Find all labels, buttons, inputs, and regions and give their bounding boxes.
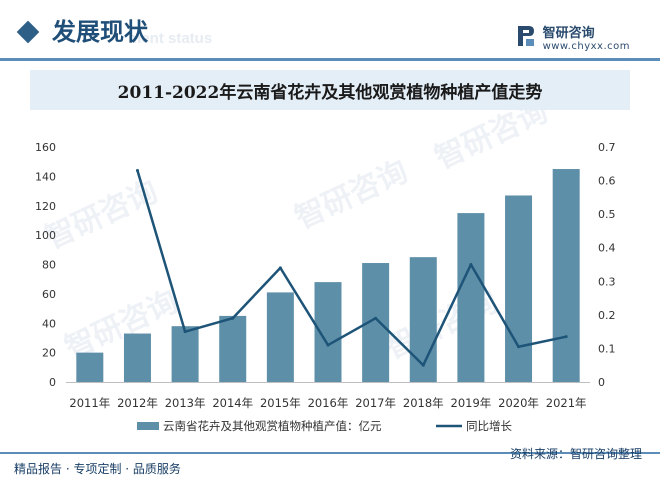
growth-point: [374, 316, 378, 320]
y-tick-left: 120: [35, 200, 56, 213]
bar: [219, 315, 247, 382]
y-tick-right: 0.4: [598, 242, 616, 255]
header: ment status 发展现状 智研咨询 www.chyxx.com: [0, 0, 660, 62]
footer-rule: [0, 452, 660, 454]
bar: [457, 213, 485, 382]
x-tick-label: 2015年: [260, 396, 301, 410]
y-tick-right: 0.6: [598, 175, 616, 188]
chart-title: 2011-2022年云南省花卉及其他观赏植物种植产值走势: [117, 82, 543, 103]
x-tick-label: 2011年: [69, 396, 110, 410]
x-tick-label: 2017年: [355, 396, 396, 410]
growth-point: [183, 330, 187, 334]
x-tick-label: 2012年: [117, 396, 158, 410]
x-tick-label: 2020年: [498, 396, 539, 410]
y-tick-right: 0.2: [598, 309, 616, 322]
x-tick-label: 2021年: [546, 396, 587, 410]
brand-logo-icon: [517, 26, 534, 46]
legend-bar-swatch: [137, 422, 159, 430]
source-note: 资料来源：智研咨询整理: [509, 447, 642, 461]
x-tick-label: 2019年: [451, 396, 492, 410]
growth-point: [326, 343, 330, 347]
y-tick-left: 40: [42, 317, 56, 330]
bar: [123, 333, 151, 382]
x-tick-label: 2013年: [165, 396, 206, 410]
y-tick-right: 0.3: [598, 275, 616, 288]
growth-line: [136, 170, 567, 367]
y-tick-left: 60: [42, 288, 56, 301]
x-tick-label: 2018年: [403, 396, 444, 410]
growth-point: [517, 345, 521, 349]
footer-tagline: 精品报告 · 专项定制 · 品质服务: [14, 462, 181, 476]
bar: [505, 195, 533, 382]
bar: [409, 257, 437, 382]
growth-point: [421, 363, 425, 367]
section-title: 发展现状: [52, 17, 148, 46]
x-tick-label: 2016年: [308, 396, 349, 410]
y-tick-left: 100: [35, 229, 56, 242]
bar: [171, 326, 199, 382]
bar: [552, 169, 580, 382]
growth-point: [564, 335, 568, 339]
y-tick-left: 0: [49, 376, 56, 389]
brand-block: 智研咨询 www.chyxx.com: [517, 22, 630, 52]
legend-bar-label: 云南省花卉及其他观赏植物种植产值：亿元: [163, 419, 382, 433]
growth-point: [278, 266, 282, 270]
y-tick-right: 0: [598, 376, 605, 389]
brand-name: 智研咨询: [542, 26, 595, 41]
brand-url: www.chyxx.com: [542, 41, 630, 52]
legend-line-label: 同比增长: [466, 419, 512, 433]
y-tick-right: 0.7: [598, 141, 616, 154]
chart-title-box: 2011-2022年云南省花卉及其他观赏植物种植产值走势: [30, 70, 630, 110]
y-tick-left: 20: [42, 347, 56, 360]
x-tick-label: 2014年: [212, 396, 253, 410]
growth-point: [231, 316, 235, 320]
y-tick-left: 140: [35, 170, 56, 183]
y-tick-left: 160: [35, 141, 56, 154]
bar: [76, 352, 104, 382]
growth-point: [135, 169, 139, 172]
y-tick-left: 80: [42, 259, 56, 272]
header-rule: [0, 58, 660, 61]
y-tick-right: 0.5: [598, 208, 616, 221]
bar: [266, 292, 294, 382]
section-subtitle: ment status: [128, 30, 213, 47]
y-tick-right: 0.1: [598, 342, 616, 355]
growth-point: [469, 263, 473, 266]
